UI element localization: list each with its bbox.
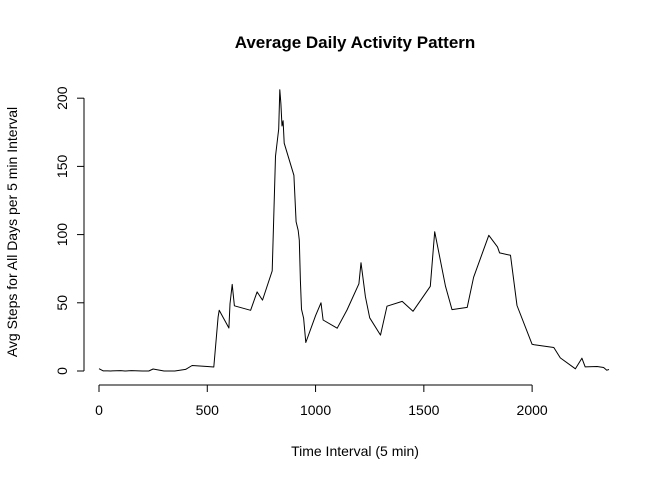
- chart-title: Average Daily Activity Pattern: [235, 33, 476, 52]
- y-axis: 0 50 100 150 200: [54, 86, 85, 375]
- x-axis-label: Time Interval (5 min): [291, 443, 419, 459]
- series-layer: [98, 89, 610, 372]
- x-tick-label: 1000: [300, 402, 331, 418]
- x-tick-label: 0: [95, 402, 103, 418]
- y-tick-label: 150: [54, 154, 70, 178]
- y-tick-label: 200: [54, 86, 70, 110]
- y-axis-label: Avg Steps for All Days per 5 min Interva…: [4, 107, 20, 357]
- x-tick-label: 500: [196, 402, 220, 418]
- y-tick-label: 100: [54, 223, 70, 247]
- x-tick-label: 2000: [517, 402, 548, 418]
- y-tick-label: 0: [54, 367, 70, 375]
- y-tick-label: 50: [54, 295, 70, 311]
- x-axis: 0 500 1000 1500 2000: [95, 384, 548, 418]
- x-tick-label: 1500: [408, 402, 439, 418]
- series-line-0: [98, 89, 610, 372]
